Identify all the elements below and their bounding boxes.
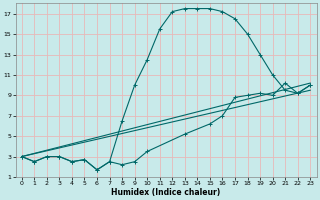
X-axis label: Humidex (Indice chaleur): Humidex (Indice chaleur) xyxy=(111,188,221,197)
